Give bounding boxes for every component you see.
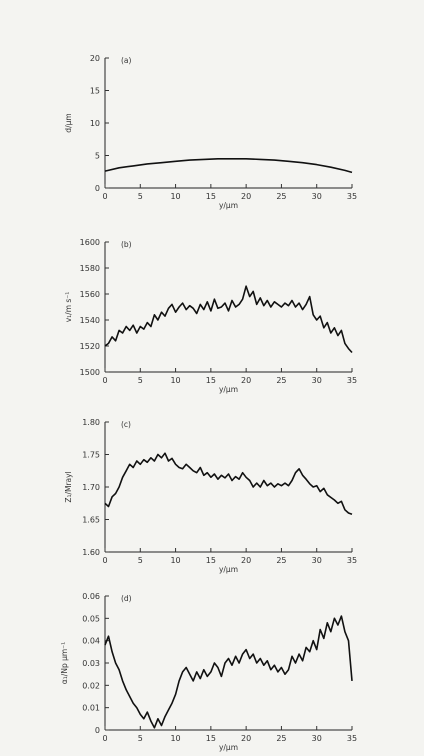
x-tick-label: 25 [276,556,286,565]
y-tick-label: 10 [90,119,100,128]
x-tick-label: 35 [347,734,357,743]
y-tick-label: 0 [95,184,100,193]
x-tick-label: 30 [312,376,322,385]
x-tick-label: 10 [170,734,180,743]
y-tick-label: 1.80 [82,418,100,427]
y-axis-label: v₁/m s⁻¹ [64,292,73,323]
x-axis-label: y/μm [219,565,238,574]
x-tick-label: 5 [138,556,143,565]
chart-panel-3: 0 5 10 15 20 25 30 35 1.60 1.65 1.70 1.75 1.80 y/μm Z₁… [64,418,357,574]
x-axis-label: y/μm [219,201,238,210]
y-tick-label: 1580 [80,264,100,273]
panel-label: (b) [121,240,132,249]
x-tick-label: 10 [170,376,180,385]
series-line [104,615,353,729]
x-tick-label: 15 [206,376,216,385]
x-tick-label: 5 [138,192,143,201]
x-tick-label: 5 [138,376,143,385]
x-tick-label: 35 [347,192,357,201]
x-tick-label: 0 [102,556,107,565]
x-tick-label: 10 [170,192,180,201]
x-tick-label: 20 [241,556,251,565]
series-line [104,158,353,174]
chart-panel-2: 0 5 10 15 20 25 30 35150015201540156015801600y/… [64,238,357,394]
y-tick-label: 0.03 [82,659,100,668]
y-tick-label: 20 [90,54,100,63]
y-tick-label: 1600 [80,238,100,247]
x-tick-label: 20 [241,734,251,743]
y-tick-label: 1560 [80,290,100,299]
y-tick-label: 0.05 [82,614,100,623]
y-tick-label: 5 [95,152,100,161]
x-tick-label: 0 [102,376,107,385]
x-tick-label: 5 [138,734,143,743]
x-tick-label: 10 [170,556,180,565]
x-tick-label: 30 [312,734,322,743]
y-tick-label: 0.04 [82,637,100,646]
y-tick-label: 0.02 [82,681,100,690]
x-tick-label: 15 [206,734,216,743]
x-tick-label: 30 [312,556,322,565]
y-tick-label: 1540 [80,316,100,325]
x-tick-label: 20 [241,192,251,201]
y-tick-label: 1.70 [82,483,100,492]
y-axis-label: Z₁/Mrayl [64,471,73,502]
x-tick-label: 25 [276,734,286,743]
y-axis-label: α₁/Np μm⁻¹ [60,642,69,684]
chart-panel-4: 0 5 10 15 20 25 30 35 0 0.01 0.02 0.03 0.04 0.05 0.06 y… [60,592,357,752]
x-axis-label: y/μm [219,385,238,394]
series-line [104,452,353,516]
x-tick-label: 25 [276,376,286,385]
y-tick-label: 1500 [80,368,100,377]
x-tick-label: 35 [347,556,357,565]
x-tick-label: 0 [102,192,107,201]
y-tick-label: 1.75 [82,451,100,460]
panel-label: (d) [121,594,132,603]
x-axis-label: y/μm [219,743,238,752]
y-tick-label: 1.60 [82,548,100,557]
panel-label: (a) [121,56,132,65]
x-tick-label: 15 [206,556,216,565]
y-tick-label: 1.65 [82,516,100,525]
x-tick-label: 15 [206,192,216,201]
y-tick-label: 15 [90,87,100,96]
y-axis-label: d/μm [64,113,73,132]
x-tick-label: 25 [276,192,286,201]
x-tick-label: 30 [312,192,322,201]
y-tick-label: 0.06 [82,592,100,601]
y-tick-label: 1520 [80,342,100,351]
series-line [104,285,353,354]
x-tick-label: 35 [347,376,357,385]
y-tick-label: 0.01 [82,704,100,713]
y-tick-label: 0 [95,726,100,735]
x-tick-label: 20 [241,376,251,385]
x-tick-label: 0 [102,734,107,743]
panel-label: (c) [121,420,131,429]
